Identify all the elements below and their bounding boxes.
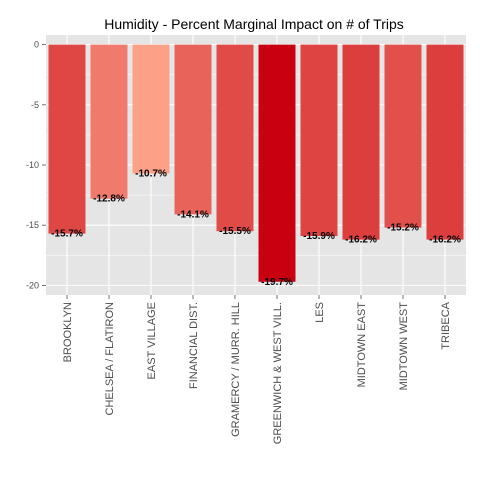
x-tick-label: GRAMERCY / MURR. HILL xyxy=(230,302,242,437)
x-tick-label: GREENWICH & WEST VILL. xyxy=(272,302,284,444)
x-axis: BROOKLYN CHELSEA / FLATIRON EAST VILLAGE FI… xyxy=(62,295,452,444)
y-tick-label: -15 xyxy=(26,220,39,230)
x-tick-label: TRIBECA xyxy=(440,301,452,349)
chart-title: Humidity - Percent Marginal Impact on # … xyxy=(104,16,404,32)
data-label: -16.2% xyxy=(429,235,461,246)
bar xyxy=(342,44,380,240)
data-label: -12.8% xyxy=(93,194,125,205)
data-label: -15.7% xyxy=(51,229,83,240)
x-tick-label: LES xyxy=(314,302,326,323)
y-axis: 0 -5 -10 -15 -20 xyxy=(26,40,46,290)
data-label: -15.5% xyxy=(219,226,251,237)
bar xyxy=(426,44,464,240)
data-label: -14.1% xyxy=(177,209,209,220)
data-label: -10.7% xyxy=(135,168,167,179)
bar xyxy=(132,44,170,174)
x-tick-label: MIDTOWN EAST xyxy=(356,302,368,388)
x-tick-label: CHELSEA / FLATIRON xyxy=(104,302,116,416)
bar xyxy=(384,44,422,228)
x-tick-label: BROOKLYN xyxy=(62,302,74,362)
y-tick-label: -5 xyxy=(31,100,39,110)
data-labels: -15.7% -12.8% -10.7% -14.1% -15.5% -19.7% -15.… xyxy=(51,168,461,287)
bar xyxy=(90,44,128,199)
y-tick-label: 0 xyxy=(34,40,39,50)
bars xyxy=(48,44,464,282)
y-tick-label: -20 xyxy=(26,280,39,290)
bar xyxy=(216,44,254,232)
y-tick-label: -10 xyxy=(26,160,39,170)
bar xyxy=(258,44,296,282)
bar xyxy=(300,44,338,237)
data-label: -16.2% xyxy=(345,235,377,246)
bar xyxy=(174,44,212,215)
data-label: -15.9% xyxy=(303,231,335,242)
data-label: -15.2% xyxy=(387,223,419,234)
x-tick-label: FINANCIAL DIST. xyxy=(188,302,200,389)
bar xyxy=(48,44,86,234)
data-label: -19.7% xyxy=(261,277,293,288)
x-tick-label: MIDTOWN WEST xyxy=(398,302,410,391)
x-tick-label: EAST VILLAGE xyxy=(146,302,158,379)
